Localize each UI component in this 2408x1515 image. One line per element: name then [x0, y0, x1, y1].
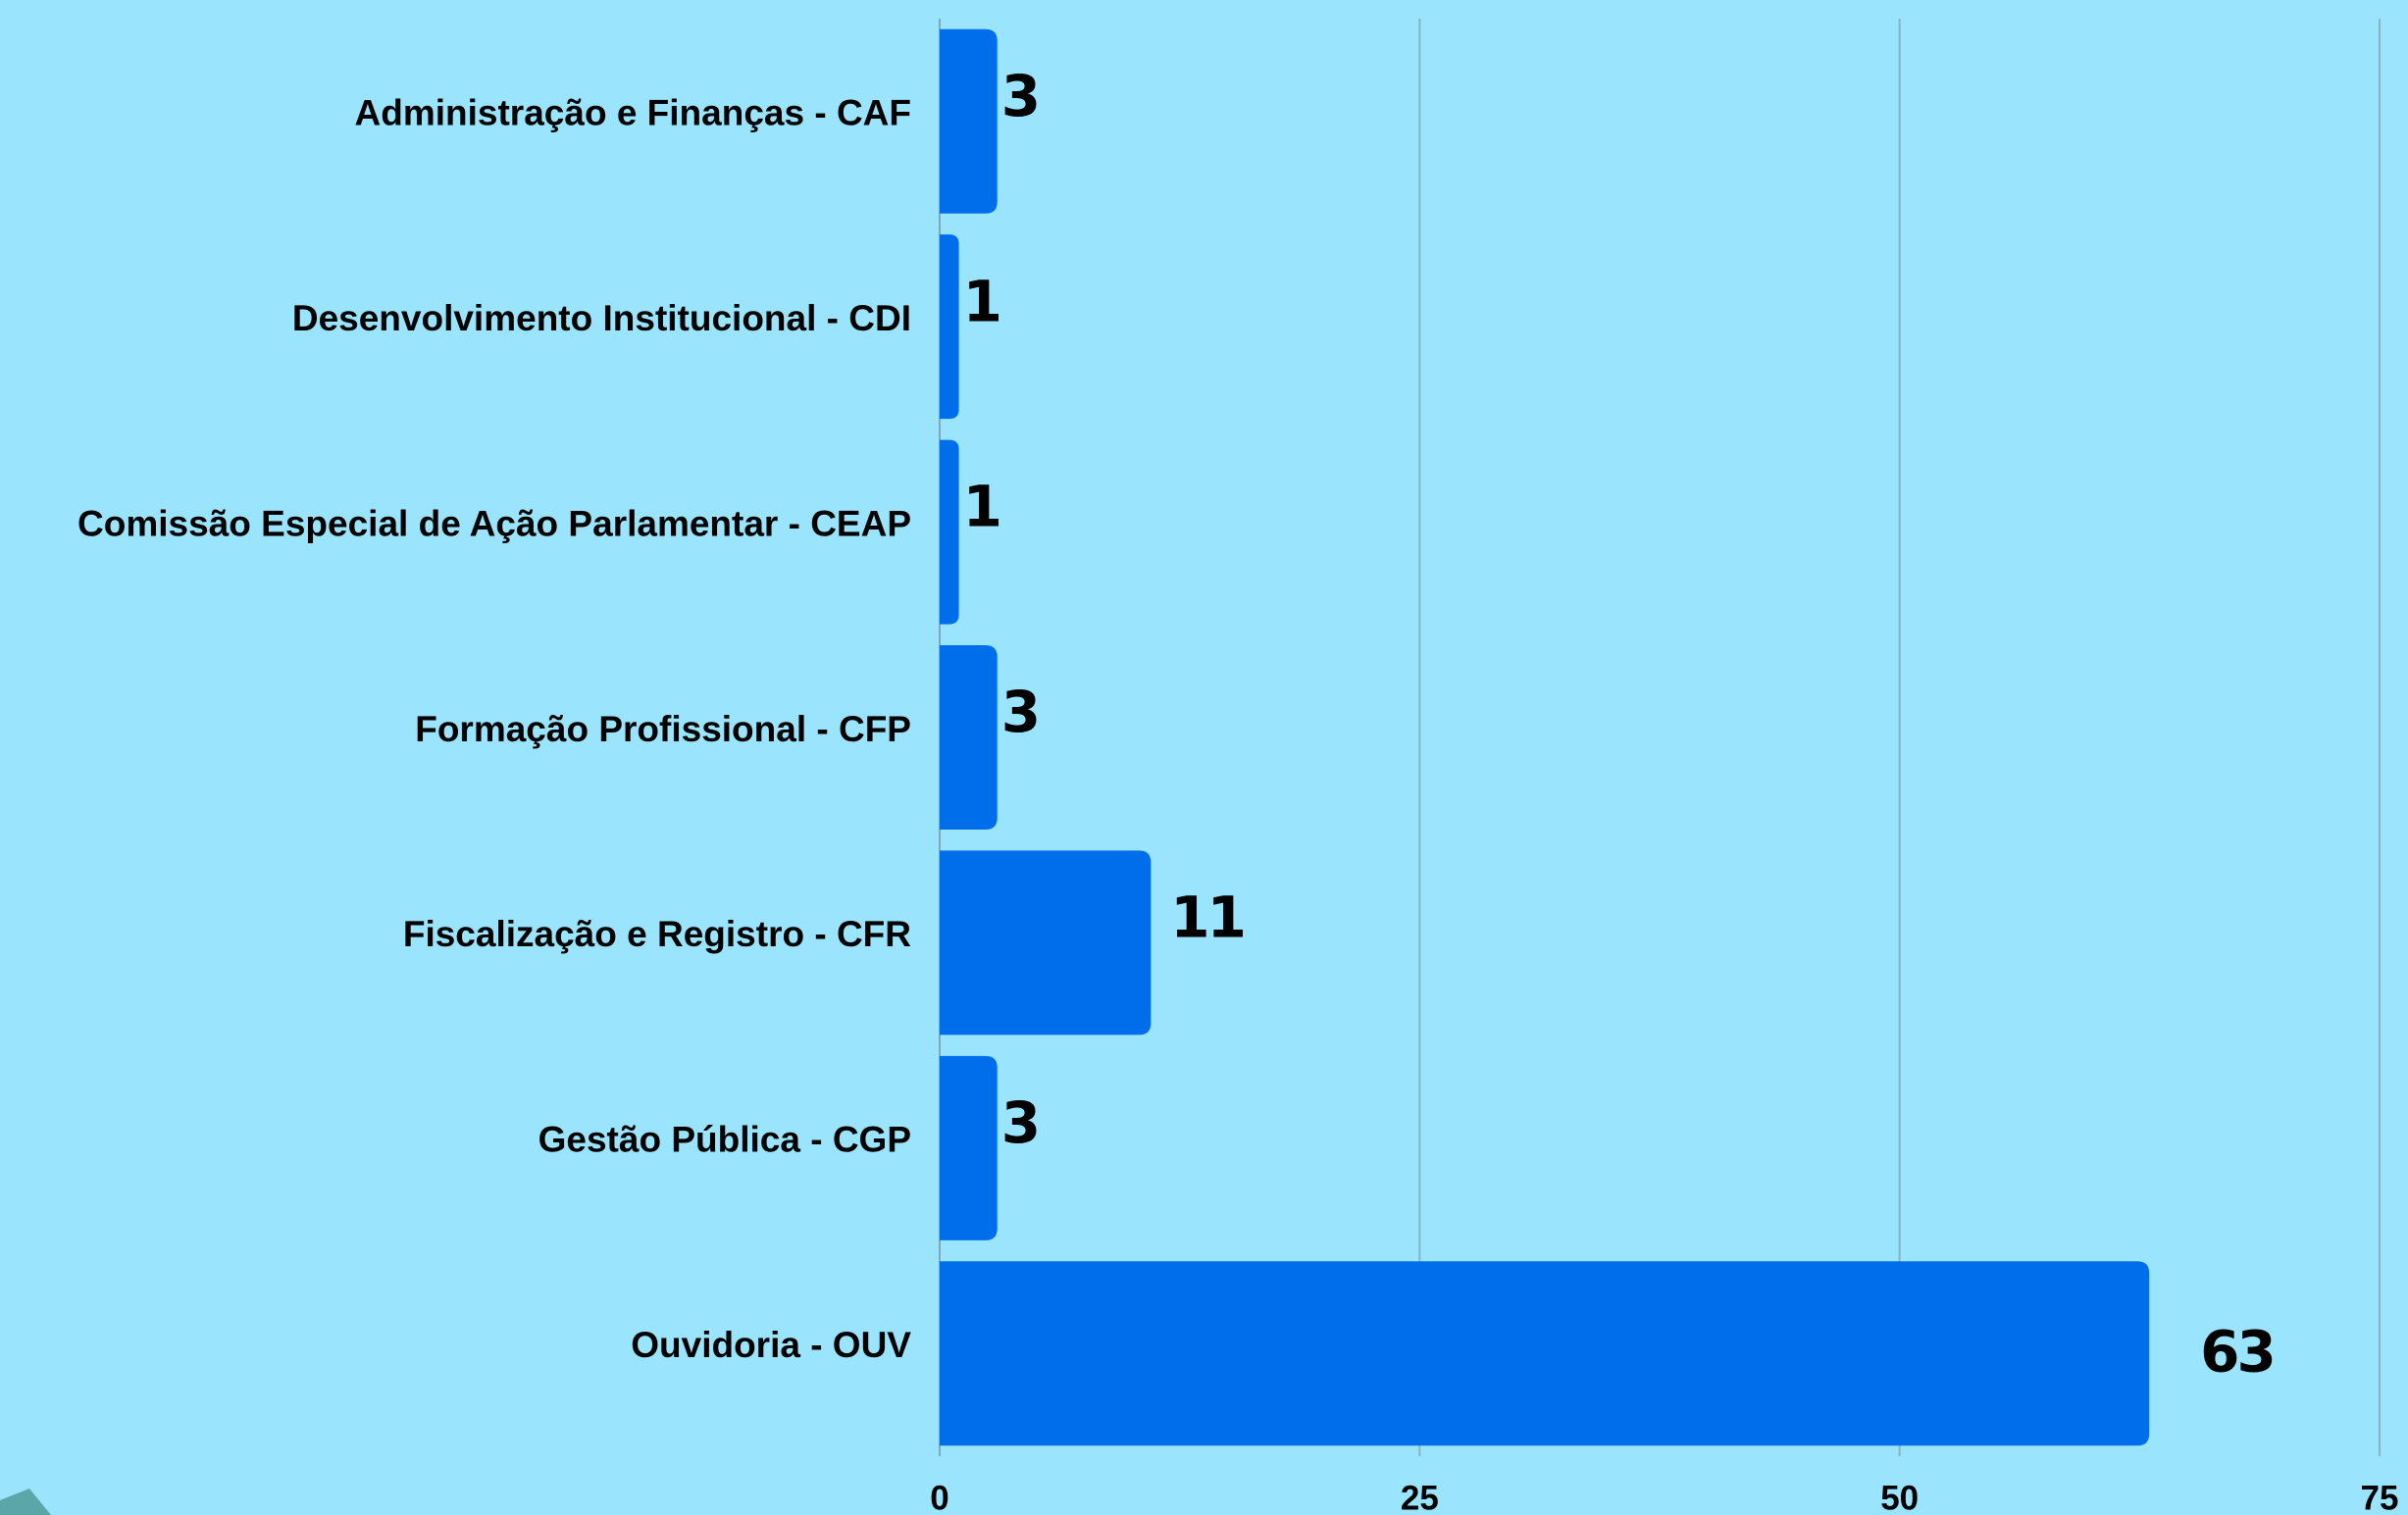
bar [940, 439, 959, 625]
y-tick-label: Administração e Finanças - CAF [355, 92, 911, 132]
value-label: 11 [1170, 884, 1244, 951]
bar [940, 1261, 2150, 1446]
y-tick-label: Fiscalização e Registro - CFR [403, 914, 911, 954]
y-tick-label: Desenvolvimento Institucional - CDI [292, 298, 911, 338]
bar [940, 1055, 998, 1240]
bar [940, 28, 998, 214]
value-label: 3 [1001, 679, 1038, 745]
value-label: 3 [1001, 1089, 1038, 1156]
bar [940, 850, 1152, 1035]
value-label: 1 [963, 268, 999, 334]
x-tick-label: 25 [1401, 1479, 1439, 1515]
x-tick-label: 50 [1880, 1479, 1919, 1515]
x-tick-label: 0 [930, 1479, 948, 1515]
value-label: 1 [963, 474, 999, 540]
y-tick-label: Comissão Especial de Ação Parlamentar - … [77, 503, 911, 543]
y-tick-label: Ouvidoria - OUV [631, 1325, 911, 1365]
y-tick-label: Formação Profissional - CFP [415, 709, 911, 749]
decoration [0, 1489, 51, 1515]
value-label: 63 [2200, 1318, 2274, 1385]
value-label: 3 [1001, 63, 1038, 129]
y-tick-label: Gestão Pública - CGP [538, 1120, 911, 1160]
x-tick-label: 75 [2361, 1479, 2399, 1515]
bar [940, 645, 998, 830]
bar [940, 234, 959, 420]
